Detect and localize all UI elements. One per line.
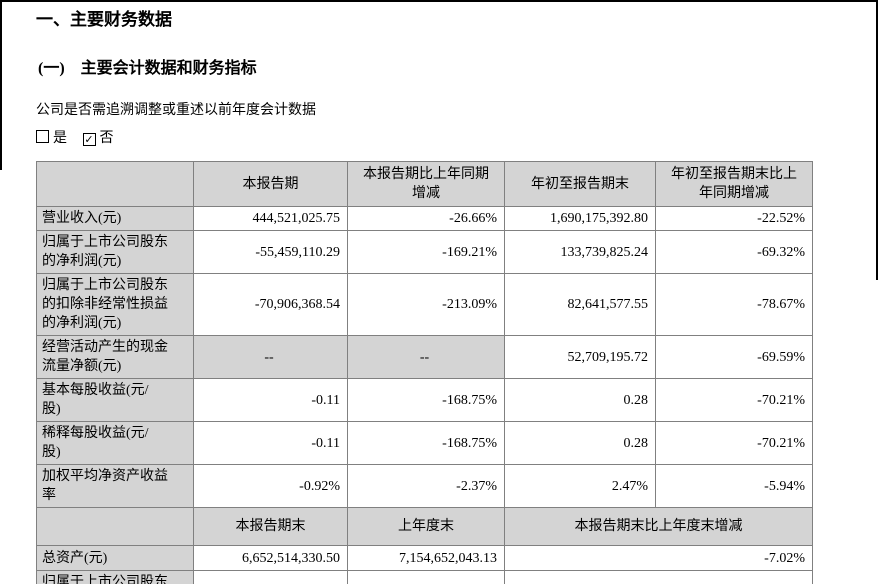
header-cell: 年初至报告期末比上 年同期增减 — [655, 161, 813, 207]
header-cell: 上年度末 — [347, 507, 505, 546]
value-cell: 2.47% — [504, 464, 656, 508]
value-cell: 82,641,577.55 — [504, 273, 656, 336]
page-border-left — [0, 0, 2, 170]
value-cell: -168.75% — [347, 378, 505, 422]
financial-table: 本报告期 本报告期比上年同期 增减 年初至报告期末 年初至报告期末比上 年同期增减 营业… — [36, 161, 813, 584]
value-cell: -69.32% — [655, 230, 813, 274]
value-cell: 444,521,025.75 — [193, 206, 348, 231]
table-row: 归属于上市公司股东 的扣除非经常性损益 的净利润(元) -70,906,368.5… — [36, 273, 813, 336]
value-cell: -168.75% — [347, 421, 505, 465]
value-cell: -69.59% — [655, 335, 813, 379]
header-cell: 年初至报告期末 — [504, 161, 656, 207]
header-cell — [36, 161, 194, 207]
value-cell: -- — [347, 335, 505, 379]
table-header-row: 本报告期 本报告期比上年同期 增减 年初至报告期末 年初至报告期末比上 年同期增减 — [36, 161, 813, 207]
value-cell: 52,709,195.72 — [504, 335, 656, 379]
restatement-question-text: 公司是否需追溯调整或重述以前年度会计数据 — [36, 103, 316, 118]
value-cell: -70.21% — [655, 421, 813, 465]
value-cell: 133,739,825.24 — [504, 230, 656, 274]
table-header-row: 本报告期末 上年度末 本报告期末比上年度末增减 — [36, 507, 813, 546]
row-label-cell: 加权平均净资产收益 率 — [36, 464, 194, 508]
value-cell: -78.67% — [655, 273, 813, 336]
option-no: ✓ 否 — [82, 130, 114, 147]
value-cell: 5,500,455,052.07 — [193, 570, 348, 584]
value-cell: -2.37% — [347, 464, 505, 508]
table-row: 基本每股收益(元/ 股) -0.11 -168.75% 0.28 -70.21% — [36, 378, 813, 422]
header-cell: 本报告期末比上年度末增减 — [504, 507, 813, 546]
value-cell: -26.66% — [347, 206, 505, 231]
row-label-cell: 营业收入(元) — [36, 206, 194, 231]
value-cell: -169.21% — [347, 230, 505, 274]
table-row: 经营活动产生的现金 流量净额(元) -- -- 52,709,195.72 -69.59… — [36, 335, 813, 379]
checkbox-unchecked-icon — [36, 130, 49, 143]
table-row: 营业收入(元) 444,521,025.75 -26.66% 1,690,175,39… — [36, 206, 813, 231]
value-cell: 0.28 — [504, 421, 656, 465]
subsection-heading: (一) 主要会计数据和财务指标 — [38, 60, 257, 77]
value-cell: -55,459,110.29 — [193, 230, 348, 274]
value-cell: 5,554,388,042.84 — [347, 570, 505, 584]
value-cell: 0.28 — [504, 378, 656, 422]
table-row: 归属于上市公司股东 的净利润(元) -55,459,110.29 -169.21% 1… — [36, 230, 813, 274]
value-cell: -- — [193, 335, 348, 379]
value-cell: 7,154,652,043.13 — [347, 545, 505, 571]
value-cell: -0.97% — [504, 570, 813, 584]
row-label-cell: 总资产(元) — [36, 545, 194, 571]
header-cell: 本报告期末 — [193, 507, 348, 546]
value-cell: -213.09% — [347, 273, 505, 336]
value-cell: -0.92% — [193, 464, 348, 508]
value-cell: 1,690,175,392.80 — [504, 206, 656, 231]
page-border-right — [876, 0, 878, 280]
row-label-cell: 归属于上市公司股东 的扣除非经常性损益 的净利润(元) — [36, 273, 194, 336]
restatement-answer-row: 是 ✓ 否 — [36, 130, 878, 147]
option-yes: 是 — [36, 130, 67, 147]
option-no-label: 否 — [99, 131, 114, 146]
table-row: 总资产(元) 6,652,514,330.50 7,154,652,043.13 -7… — [36, 545, 813, 571]
header-cell: 本报告期比上年同期 增减 — [347, 161, 505, 207]
option-yes-label: 是 — [53, 131, 67, 146]
row-label-cell: 经营活动产生的现金 流量净额(元) — [36, 335, 194, 379]
value-cell: 6,652,514,330.50 — [193, 545, 348, 571]
checkbox-checked-icon: ✓ — [82, 133, 96, 146]
row-label-cell: 归属于上市公司股东 的净利润(元) — [36, 230, 194, 274]
table-row: 加权平均净资产收益 率 -0.92% -2.37% 2.47% -5.94% — [36, 464, 813, 508]
row-label-cell: 归属于上市公司股东 的所有者权益(元) — [36, 570, 194, 584]
table-row: 稀释每股收益(元/ 股) -0.11 -168.75% 0.28 -70.21% — [36, 421, 813, 465]
value-cell: -70,906,368.54 — [193, 273, 348, 336]
section-heading: 一、主要财务数据 — [36, 10, 172, 29]
value-cell: -22.52% — [655, 206, 813, 231]
value-cell: -0.11 — [193, 421, 348, 465]
row-label-cell: 稀释每股收益(元/ 股) — [36, 421, 194, 465]
value-cell: -5.94% — [655, 464, 813, 508]
row-label-cell: 基本每股收益(元/ 股) — [36, 378, 194, 422]
value-cell: -70.21% — [655, 378, 813, 422]
table-body: 本报告期 本报告期比上年同期 增减 年初至报告期末 年初至报告期末比上 年同期增减 营业… — [36, 161, 813, 584]
page-border-top — [0, 0, 878, 2]
value-cell: -0.11 — [193, 378, 348, 422]
header-cell: 本报告期 — [193, 161, 348, 207]
value-cell: -7.02% — [504, 545, 813, 571]
header-cell — [36, 507, 194, 546]
table-row: 归属于上市公司股东 的所有者权益(元)5,500,455,052.075,554… — [36, 570, 813, 584]
